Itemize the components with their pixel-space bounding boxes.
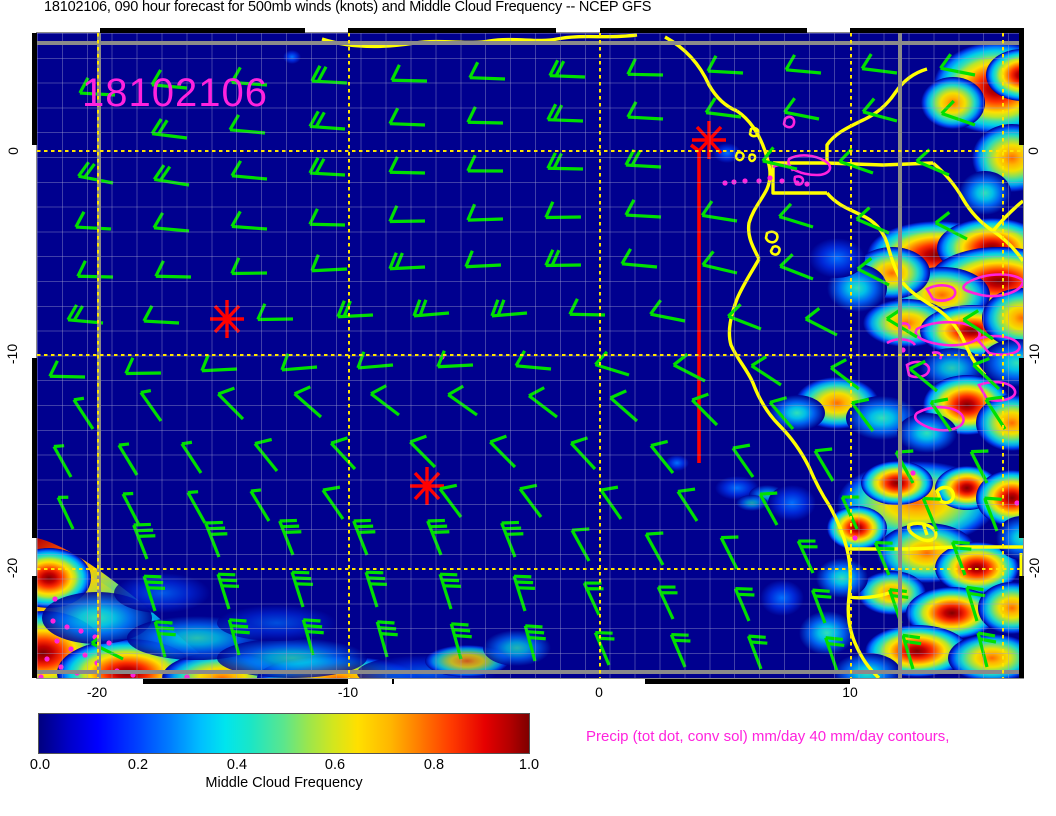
page-title: 18102106, 090 hour forecast for 500mb wi… [44,0,652,15]
yaxis-tick-left-1 [32,33,37,145]
cloud-mass-equatorial [921,42,1023,215]
parallel-grey-top [37,41,1023,45]
longitude-line-15 [1002,33,1004,678]
xaxis-tick-top-4 [850,28,1024,33]
colorbar-tick-1: 0.2 [127,757,149,773]
xaxis-tick-top-1 [100,28,305,33]
yaxis-right-label-1: -10 [1026,343,1043,365]
yaxis-tick-right-1 [1019,33,1024,145]
latitude-line-m20 [37,568,1023,570]
xaxis-label-2: 0 [595,684,603,700]
yaxis-left-label-2: -20 [4,557,21,579]
longitude-line-m10 [348,33,350,678]
xaxis-tick-bot-2 [392,679,394,684]
longitude-line-0 [599,33,601,678]
yaxis-tick-left-2 [32,358,37,538]
coastline-layer [321,33,1023,678]
yaxis-left-label-1: -10 [4,343,21,365]
colorbar-tick-0: 0.0 [29,757,51,773]
yaxis-left-label-0: 0 [4,147,21,155]
colorbar-title: Middle Cloud Frequency [205,775,363,791]
longitude-line-10 [850,33,852,678]
colorbar-tick-2: 0.4 [226,757,248,773]
yaxis-tick-right-3 [1019,576,1024,678]
yaxis-tick-right-2 [1019,358,1024,538]
map-plot-area[interactable]: 18102106 [37,33,1023,678]
colorbar[interactable] [38,713,530,754]
xaxis-tick-top-3 [600,28,807,33]
xaxis-tick-top-2 [348,28,556,33]
datestamp-label: 18102106 [82,71,268,115]
yaxis-right-label-2: -20 [1026,557,1043,579]
xaxis-tick-bot-1 [143,679,348,684]
colorbar-tick-4: 0.8 [423,757,445,773]
xaxis-label-1: -10 [337,684,359,700]
yaxis-tick-left-3 [32,576,37,678]
precip-legend-text: Precip (tot dot, conv sol) mm/day 40 mm/… [586,728,950,745]
xaxis-label-3: 10 [842,684,858,700]
longitude-line-m20 [97,33,99,678]
parallel-grey-bottom [37,670,1023,674]
yaxis-right-label-0: 0 [1024,147,1041,155]
colorbar-tick-5: 1.0 [518,757,540,773]
xaxis-tick-bot-3 [645,679,850,684]
latitude-line-0 [37,150,1023,152]
xaxis-label-0: -20 [86,684,108,700]
latitude-line-m10 [37,354,1023,356]
colorbar-tick-3: 0.6 [324,757,346,773]
cloud-weak-spots [283,50,768,511]
